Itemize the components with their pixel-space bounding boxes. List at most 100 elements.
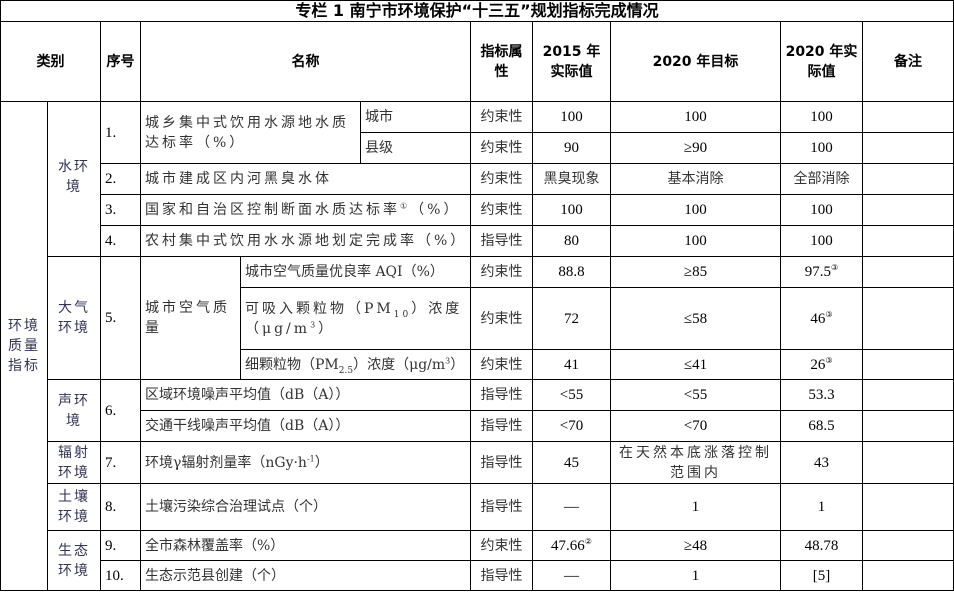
attr: 约束性	[470, 163, 533, 195]
group-air: 大气环境	[47, 256, 101, 380]
value-2020: [5]	[780, 560, 863, 591]
text: 细颗粒物（PM	[245, 356, 339, 373]
table-row: 可吸入颗粒物（PM10）浓度（μg/m3） 约束性 72 ≤58 46③	[1, 287, 954, 350]
table-row: 生态环境 9. 全市森林覆盖率（%） 约束性 47.66② ≥48 48.78	[1, 530, 954, 591]
table-row: 3. 国家和自治区控制断面水质达标率①（%） 约束性 100 100 100	[1, 194, 954, 226]
table-row: 4. 农村集中式饮用水水源地划定完成率（%） 指导性 80 100 100	[1, 225, 954, 257]
remark	[861, 256, 954, 288]
text: 可吸入颗粒物（PM	[245, 300, 394, 317]
target-2020: 100	[610, 194, 781, 226]
superscript: 3	[445, 355, 451, 365]
remark	[861, 132, 954, 164]
attr: 约束性	[470, 287, 533, 350]
name-text: 国家和自治区控制断面水质达标率	[145, 202, 400, 218]
value-2020: 68.5	[780, 410, 863, 442]
value-2020: 100	[780, 194, 863, 226]
remark	[861, 441, 954, 484]
subscript: 2.5	[338, 365, 354, 376]
remark	[861, 194, 954, 226]
value-2015: <55	[532, 379, 611, 411]
text: ）	[318, 320, 336, 337]
indicator-name: 土壤污染综合治理试点（个）	[140, 483, 471, 531]
remark	[861, 560, 954, 591]
text: ）	[450, 356, 465, 373]
value-2015: 88.8	[532, 256, 611, 288]
value-2020: 全部消除	[780, 163, 863, 195]
value-2020: 46③	[780, 287, 863, 350]
remark	[861, 379, 954, 411]
value-2020: 53.3	[780, 379, 863, 411]
value-2015: 100	[532, 101, 611, 133]
attr: 约束性	[470, 530, 533, 561]
group-noise: 声环境	[47, 379, 101, 442]
value-2015: <70	[532, 410, 611, 442]
superscript: -1	[306, 453, 315, 463]
value-2020: 1	[780, 483, 863, 531]
target-2020: <70	[610, 410, 781, 442]
text: 环境γ辐射剂量率（nGy·h	[145, 454, 307, 471]
value-2020: 48.78	[780, 530, 863, 561]
attr: 指导性	[470, 560, 533, 591]
footnote-mark: ③	[825, 355, 833, 365]
group-eco: 生态环境	[47, 530, 101, 591]
group-radiation: 辐射环境	[47, 441, 101, 484]
seq: 5.	[100, 256, 141, 380]
value-2015: 45	[532, 441, 611, 484]
target-2020: ≥90	[610, 132, 781, 164]
target-2020: 1	[610, 560, 781, 591]
group-soil: 土壤环境	[47, 483, 101, 531]
header-category: 类别	[0, 21, 101, 102]
indicator-name: 生态示范县创建（个）	[140, 560, 471, 591]
value-text: 97.5	[804, 264, 832, 280]
value-2015: 41	[532, 349, 611, 380]
seq: 4.	[100, 225, 141, 257]
remark	[861, 530, 954, 561]
text: ）浓度（μg/m	[353, 356, 446, 373]
value-2015: —	[532, 560, 611, 591]
sub-indicator: 县级	[360, 132, 471, 164]
target-2020: 100	[610, 101, 781, 133]
value-2020: 100	[780, 132, 863, 164]
seq: 10.	[100, 560, 141, 591]
remark	[861, 410, 954, 442]
indicator-name: 农村集中式饮用水水源地划定完成率（%）	[140, 225, 471, 257]
target-2020: ≥48	[610, 530, 781, 561]
value-text: 46	[810, 310, 826, 327]
value-2020: 43	[780, 441, 863, 484]
target-2020: 1	[610, 483, 781, 531]
seq: 7.	[100, 441, 141, 484]
header-remark: 备注	[861, 21, 954, 102]
footnote-mark: ③	[831, 263, 839, 272]
target-2020: 在天然本底涨落控制范围内	[610, 441, 781, 484]
attr: 指导性	[470, 483, 533, 531]
attr: 指导性	[470, 225, 533, 257]
attr: 指导性	[470, 410, 533, 442]
table-title: 专栏 1 南宁市环境保护“十三五”规划指标完成情况	[0, 0, 954, 22]
attr: 约束性	[470, 256, 533, 288]
superscript: 3	[310, 319, 319, 329]
target-2020: <55	[610, 379, 781, 411]
target-2020: 100	[610, 225, 781, 257]
indicator-name: 国家和自治区控制断面水质达标率①（%）	[140, 194, 471, 226]
sub-indicator: 城市	[360, 101, 471, 133]
table-row: 2. 城市建成区内河黑臭水体 约束性 黑臭现象 基本消除 全部消除	[1, 163, 954, 195]
value-text: 47.66	[551, 537, 585, 554]
table-row: 土壤环境 8. 土壤污染综合治理试点（个） 指导性 — 1 1	[1, 483, 954, 531]
seq: 3.	[100, 194, 141, 226]
remark	[861, 287, 954, 350]
table-row: 声环境 6. 区域环境噪声平均值（dB（A）） 指导性 <55 <55 53.3	[1, 379, 954, 442]
attr: 指导性	[470, 379, 533, 411]
target-2020: 基本消除	[610, 163, 781, 195]
value-2020: 100	[780, 101, 863, 133]
text: ）浓度（μg/m	[245, 300, 463, 337]
header-seq: 序号	[100, 21, 141, 102]
value-2015: 47.66②	[532, 530, 611, 561]
attr: 约束性	[470, 101, 533, 133]
value-2015: 100	[532, 194, 611, 226]
sub-indicator: 细颗粒物（PM2.5）浓度（μg/m3）	[240, 349, 471, 380]
target-2020: ≤41	[610, 349, 781, 380]
table-row: 县级 约束性 90 ≥90 100	[1, 132, 954, 164]
table-row: 环境质量指标 水环境 1. 城乡集中式饮用水源地水质达标率（%） 城市 约束性 …	[0, 101, 954, 591]
value-text: 26	[810, 356, 826, 373]
header-2020-target: 2020 年目标	[610, 21, 781, 102]
